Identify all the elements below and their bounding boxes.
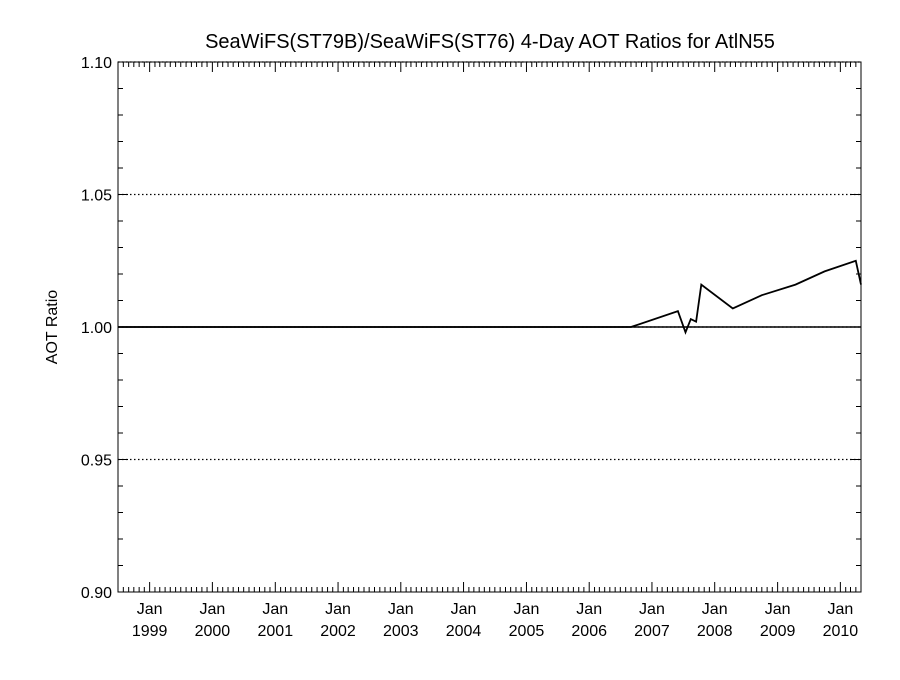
x-tick-label-year: 2007 (634, 623, 670, 640)
series-layer (118, 259, 862, 335)
x-tick-label-month: Jan (325, 601, 351, 618)
x-tick-label-year: 2005 (509, 623, 545, 640)
y-tick-label: 0.95 (81, 453, 112, 470)
y-tick-label: 1.10 (81, 55, 112, 72)
x-tick-label-year: 2006 (571, 623, 607, 640)
x-tick-label-month: Jan (199, 601, 225, 618)
x-tick-label-year: 2000 (195, 623, 231, 640)
series-line (118, 259, 862, 335)
x-tick-label-month: Jan (262, 601, 288, 618)
x-tick-label-year: 2001 (258, 623, 294, 640)
x-tick-label-year: 2010 (823, 623, 859, 640)
grid-lines (118, 61, 861, 461)
x-tick-label-year: 2002 (320, 623, 356, 640)
plot-frame (117, 61, 862, 593)
axis-ticks (117, 61, 862, 593)
y-tick-label: 1.00 (81, 320, 112, 337)
x-tick-label-month: Jan (765, 601, 791, 618)
x-tick-label-year: 2004 (446, 623, 482, 640)
x-tick-label-month: Jan (451, 601, 477, 618)
x-tick-label-month: Jan (639, 601, 665, 618)
x-tick-label-month: Jan (576, 601, 602, 618)
tick-labels: 0.90 0.95 1.00 1.05 1.10 Jan 1999 Jan 2000 Jan 200… (81, 55, 858, 640)
x-tick-label-month: Jan (388, 601, 414, 618)
x-tick-label-year: 2009 (760, 623, 796, 640)
y-tick-label: 1.05 (81, 188, 112, 205)
x-tick-label-year: 1999 (132, 623, 168, 640)
y-tick-label: 0.90 (81, 585, 112, 602)
chart-title: SeaWiFS(ST79B)/SeaWiFS(ST76) 4-Day AOT R… (205, 31, 775, 53)
x-tick-label-year: 2008 (697, 623, 733, 640)
x-tick-label-month: Jan (827, 601, 853, 618)
y-axis-label: AOT Ratio (44, 290, 61, 365)
x-tick-label-month: Jan (702, 601, 728, 618)
x-tick-label-month: Jan (137, 601, 163, 618)
x-tick-label-month: Jan (514, 601, 540, 618)
x-tick-label-year: 2003 (383, 623, 419, 640)
